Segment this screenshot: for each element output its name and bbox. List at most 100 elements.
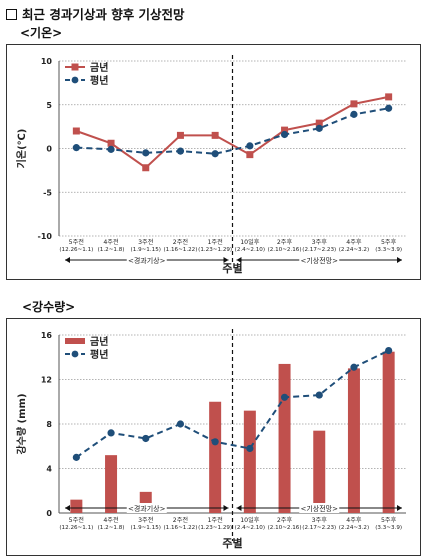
x-tick-label: 4주후 [346, 516, 362, 524]
x-tick-label: (1.23~1.29) [198, 247, 232, 253]
x-tick-label: 1주전 [207, 516, 223, 524]
x-tick-label: (2.24~3.2) [339, 525, 369, 531]
x-tick-label: (2.17~2.23) [302, 525, 336, 531]
x-tick-label: (2.10~2.16) [268, 525, 302, 531]
y-axis-title: 강수량 (mm) [15, 393, 28, 454]
x-tick-label: 5주후 [381, 516, 397, 524]
x-tick-label: (1.2~1.8) [98, 247, 125, 253]
x-tick-label: (1.23~1.29) [198, 525, 232, 531]
x-tick-label: 3주전 [138, 238, 154, 246]
bar [209, 401, 222, 513]
data-point [315, 391, 323, 399]
data-point [281, 126, 289, 134]
x-tick-label: 2주전 [173, 238, 189, 246]
data-point [315, 124, 323, 132]
x-axis-title: 주별 [222, 537, 242, 550]
series-line [75, 349, 390, 459]
data-point [280, 130, 289, 139]
x-tick-label: 10일후 [240, 516, 260, 524]
data-point [72, 144, 80, 152]
legend-label: 금년 [90, 61, 108, 74]
legend-marker [71, 76, 79, 84]
temp-chart: 1050-5-105주전(12.26~1.1)4주전(1.2~1.8)3주전(1… [15, 55, 406, 275]
y-tick-label: -5 [43, 188, 52, 197]
x-tick-label: (2.10~2.16) [268, 247, 302, 253]
y-tick-label: 5 [46, 101, 52, 110]
x-tick-label: (12.26~1.1) [59, 525, 93, 531]
y-tick-label: 0 [46, 509, 52, 518]
data-point [176, 131, 184, 139]
precip-chart: 0 4 8 12 16 5주전(12.26~1.1) 4주전(1.2~1.8) 3주전(1.9… [15, 329, 406, 550]
x-tick-label: (1.16~1.22) [163, 247, 197, 253]
x-tick-label: (2.17~2.23) [302, 247, 336, 253]
data-point [350, 363, 358, 371]
x-tick-label: (1.2~1.8) [98, 525, 125, 531]
y-tick-label: 12 [41, 376, 52, 385]
x-tick-label: (2.24~3.2) [339, 247, 369, 253]
arrowhead-right-icon [397, 505, 402, 511]
temp-chart-panel: 10 5 0 -5 -10 5주전 (12.26~1.1) 4주전 (1.2~1.8) 3주전 (1… [6, 44, 421, 280]
annotation-background [299, 503, 340, 513]
x-tick-label: (1.16~1.22) [163, 525, 197, 531]
data-point [211, 438, 219, 446]
x-tick-label: 1주전 [207, 238, 223, 246]
y-tick-label: 0 [46, 145, 52, 154]
y-axis-title: 기온(℃) [15, 129, 28, 169]
data-point [246, 151, 254, 159]
arrowhead-right-icon [397, 257, 402, 263]
data-point [385, 104, 393, 112]
x-tick-label: (12.26~1.1) [59, 247, 93, 253]
legend-label: 평년 [90, 74, 108, 87]
x-tick-label: 3주후 [312, 238, 328, 246]
x-tick-label: 2주후 [277, 238, 293, 246]
y-tick-label: 8 [46, 420, 52, 429]
data-point [142, 434, 150, 443]
bar [70, 499, 83, 513]
series-line [76, 95, 389, 170]
arrowhead-left-icon [236, 505, 242, 511]
data-point [385, 346, 393, 355]
data-point [211, 131, 219, 139]
x-tick-label: (2.4~2.10) [235, 525, 265, 531]
data-point [142, 164, 150, 172]
data-point [280, 393, 289, 401]
y-tick-label: 16 [41, 331, 53, 340]
data-point [315, 119, 323, 127]
arrowhead-left-icon [65, 257, 70, 263]
annotation-background [299, 255, 340, 265]
x-axis-title: 주별 [222, 262, 242, 275]
legend-label: 평년 [90, 348, 108, 361]
y-tick-label: -10 [38, 232, 53, 241]
precip-chart-panel: 0 4 8 12 16 5주전 (12.26~1.1) 4주전 (1.2~1.8) 3주전 (1.9… [6, 318, 421, 556]
x-tick-label: 3주전 [138, 516, 154, 524]
bar [105, 455, 118, 513]
data-point [142, 149, 150, 157]
series-line [76, 107, 389, 155]
x-tick-label: (3.3~3.9) [375, 247, 402, 253]
legend-label: 금년 [90, 335, 108, 348]
legend-marker [71, 350, 79, 358]
x-tick-label: 4주후 [346, 238, 362, 246]
x-tick-label: 2주전 [173, 516, 189, 524]
x-tick-label: (1.9~1.15) [131, 247, 161, 253]
bar [347, 368, 360, 513]
data-point [72, 127, 80, 135]
data-point [176, 420, 185, 428]
data-point [246, 142, 254, 150]
x-tick-label: 2주후 [277, 516, 293, 524]
page-heading-text: 최근 경과기상과 향후 기상전망 [22, 7, 185, 22]
data-point [107, 139, 115, 147]
arrowhead-right-icon [223, 257, 229, 263]
x-tick-label: 5주전 [69, 516, 85, 524]
arrowhead-left-icon [65, 505, 70, 511]
data-point [107, 429, 115, 437]
page-heading: 최근 경과기상과 향후 기상전망 [6, 4, 185, 23]
y-tick-label: 10 [41, 57, 53, 66]
period-annotation: <기상전망> [301, 504, 339, 513]
bar [243, 410, 256, 513]
data-point [107, 145, 115, 153]
x-tick-label: (1.9~1.15) [131, 525, 161, 531]
data-point [211, 150, 219, 158]
checkbox-square-icon [6, 9, 17, 20]
data-point [385, 93, 393, 101]
